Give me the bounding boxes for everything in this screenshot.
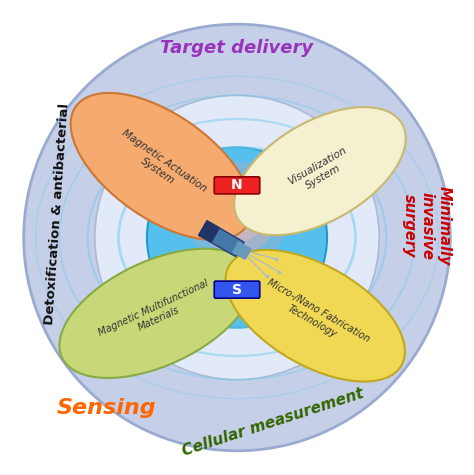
Circle shape bbox=[209, 185, 265, 242]
Text: Micro-/Nano Fabrication
Technology: Micro-/Nano Fabrication Technology bbox=[259, 277, 371, 354]
Circle shape bbox=[24, 24, 450, 451]
Circle shape bbox=[220, 197, 254, 230]
Circle shape bbox=[147, 147, 327, 328]
Text: Cellular measurement: Cellular measurement bbox=[180, 386, 365, 459]
Text: Target delivery: Target delivery bbox=[160, 39, 314, 57]
Ellipse shape bbox=[234, 107, 406, 235]
Circle shape bbox=[185, 162, 289, 266]
Text: N: N bbox=[231, 178, 243, 192]
FancyBboxPatch shape bbox=[214, 177, 260, 194]
Text: Magnetic Actuation
System: Magnetic Actuation System bbox=[113, 128, 209, 205]
Text: Minimally
invasive
surgery: Minimally invasive surgery bbox=[401, 186, 452, 266]
Ellipse shape bbox=[59, 249, 254, 378]
Text: S: S bbox=[232, 283, 242, 297]
Circle shape bbox=[95, 95, 379, 380]
Polygon shape bbox=[199, 221, 244, 256]
Text: Sensing: Sensing bbox=[57, 398, 156, 418]
Text: Magnetic Multifunctional
Materials: Magnetic Multifunctional Materials bbox=[97, 278, 216, 349]
Text: Detoxification & antibacterial: Detoxification & antibacterial bbox=[43, 103, 71, 325]
Ellipse shape bbox=[226, 250, 405, 381]
Circle shape bbox=[197, 173, 277, 254]
Polygon shape bbox=[233, 242, 251, 259]
Polygon shape bbox=[199, 221, 219, 242]
Ellipse shape bbox=[71, 93, 252, 240]
FancyBboxPatch shape bbox=[214, 281, 260, 298]
Text: Visualization
System: Visualization System bbox=[286, 145, 354, 197]
